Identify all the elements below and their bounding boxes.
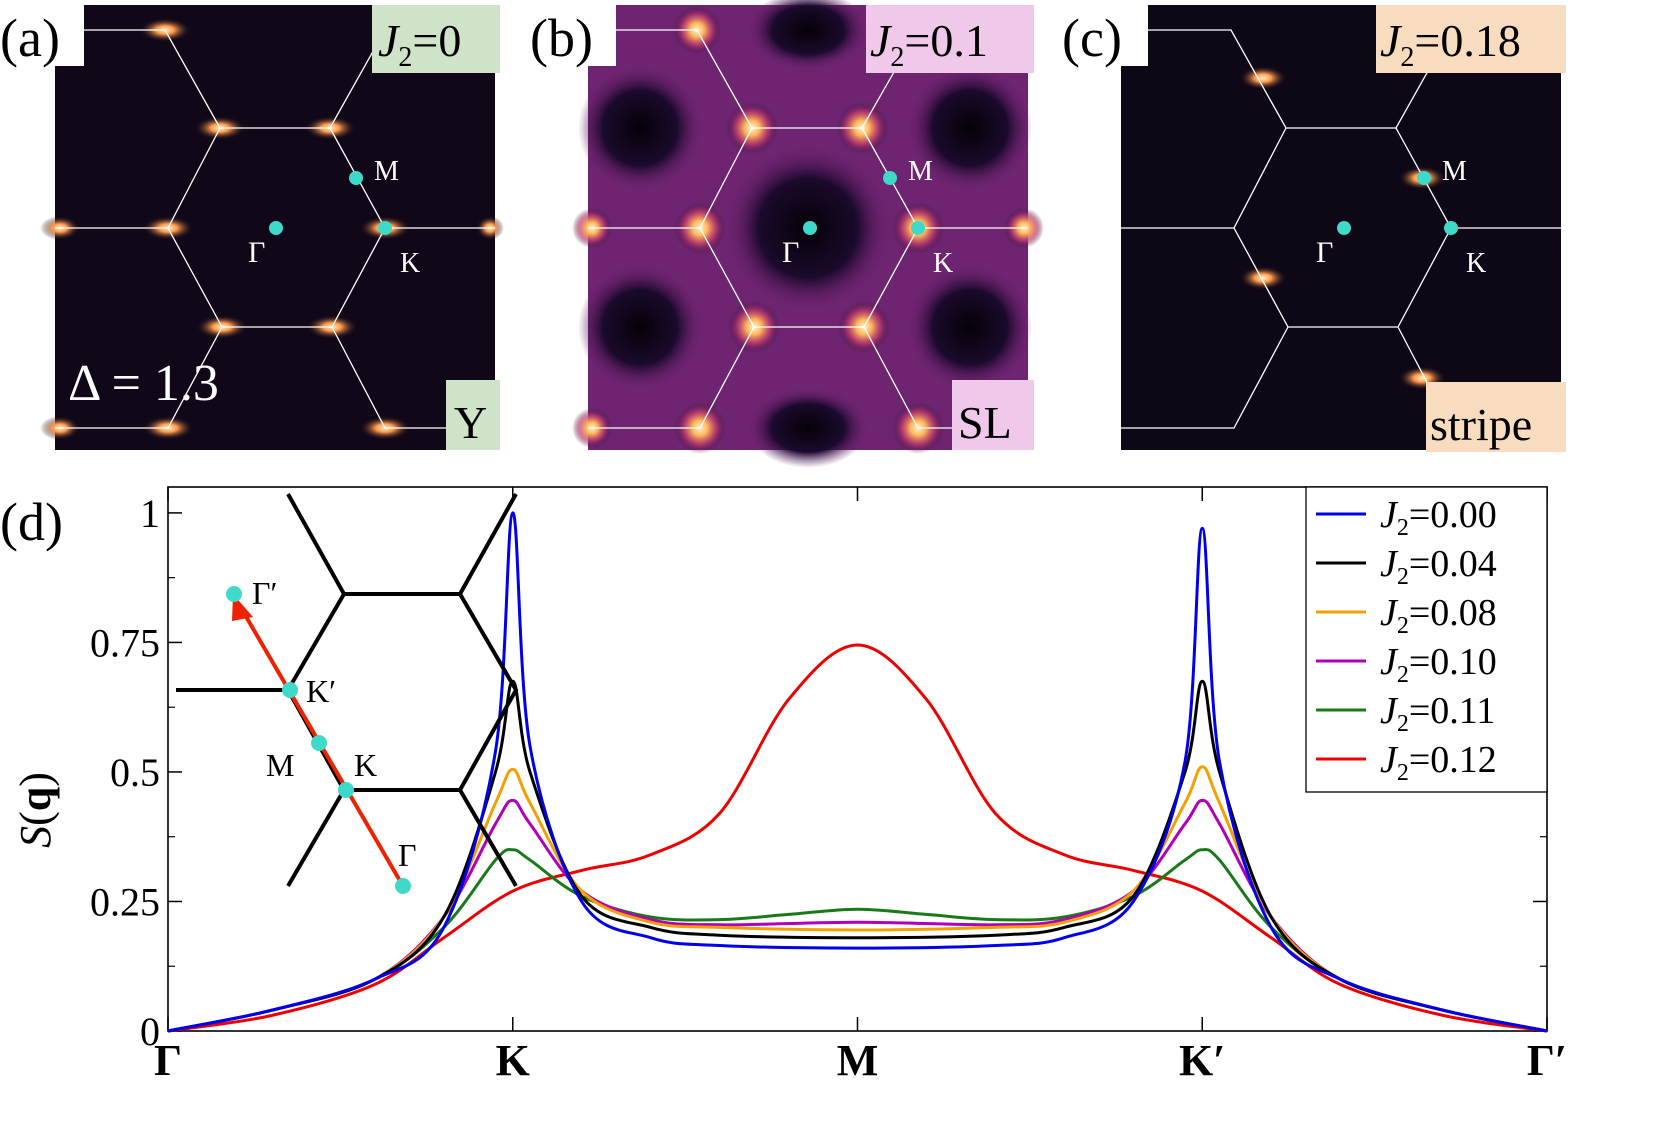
- series-line-j2-0-12: [167, 643, 1548, 1033]
- inset-k-prime-point: [282, 682, 298, 698]
- m-point-b: [883, 171, 897, 185]
- j2-value-a: J2=0: [378, 15, 461, 73]
- inset-k-label: K: [354, 747, 377, 783]
- series-line-j2-0-08: [167, 765, 1548, 1033]
- legend-entry: J2=0.08: [1380, 592, 1497, 639]
- j2-tag-a: [372, 5, 500, 73]
- k-label-a: K: [400, 248, 420, 279]
- inset-k-prime-label: K′: [306, 673, 336, 709]
- k-point-c: [1444, 221, 1458, 235]
- gamma-label-c: Γ: [1316, 236, 1333, 269]
- series-line-j2-0-00: [167, 511, 1548, 1033]
- y-tick-label: 0: [140, 1009, 160, 1054]
- j2-tag-c: [1376, 5, 1566, 73]
- panel-label-a: (a): [0, 8, 60, 68]
- inset-gamma-prime-point: [226, 586, 242, 602]
- panel-d: (d) S(q) 0 0.25 0.5 0.75 1 Γ K M K′ Γ′ Γ′ K′ M K: [0, 486, 1567, 1085]
- legend-entry: J2=0.12: [1380, 739, 1497, 786]
- k-point-a: [378, 221, 392, 235]
- y-tick-label: 1: [140, 491, 160, 536]
- legend-entry: J2=0.11: [1380, 690, 1495, 737]
- inset-m-label: M: [266, 747, 294, 783]
- y-tick-label: 0.5: [110, 750, 160, 795]
- k-label-c: K: [1466, 248, 1486, 279]
- gamma-point-a: [269, 221, 283, 235]
- phase-label-a: Y: [454, 397, 487, 448]
- k-label-b: K: [933, 248, 953, 279]
- k-point-b: [911, 221, 925, 235]
- panel-a: Γ M K Δ = 1.3 J2=0 Y (a): [0, 0, 504, 450]
- series-lines: [167, 511, 1548, 1033]
- y-ticks: 0 0.25 0.5 0.75 1: [90, 491, 1547, 1054]
- gamma-point-b: [803, 221, 817, 235]
- legend-entry: J2=0.10: [1380, 641, 1497, 688]
- legend-entry: J2=0.00: [1380, 494, 1497, 541]
- m-point-c: [1417, 171, 1431, 185]
- x-tick-label: K: [496, 1036, 530, 1085]
- x-tick-label: M: [837, 1036, 879, 1085]
- panel-label-c: (c): [1062, 8, 1122, 68]
- gamma-label-a: Γ: [248, 236, 265, 269]
- phase-label-b: SL: [958, 397, 1012, 448]
- inset-gamma-point: [395, 878, 411, 894]
- phase-tag-b: [952, 380, 1034, 450]
- m-label-a: M: [374, 156, 399, 187]
- m-label-c: M: [1442, 156, 1467, 187]
- series-line-j2-0-11: [167, 847, 1548, 1033]
- panel-label-d: (d): [0, 492, 63, 552]
- phase-tag-c: [1426, 382, 1566, 452]
- panel-b: Γ M K J2=0.1 SL (b): [530, 0, 1044, 468]
- m-point-a: [349, 171, 363, 185]
- heatmap-c-spots: [1239, 66, 1446, 390]
- legend-box: [1305, 486, 1548, 793]
- x-ticks: Γ K M K′ Γ′: [154, 487, 1567, 1085]
- j2-tag-b: [866, 5, 1034, 73]
- inset-gamma-prime-label: Γ′: [252, 575, 278, 611]
- legend-entry: J2=0.04: [1380, 543, 1497, 590]
- legend: J2=0.00J2=0.04J2=0.08J2=0.10J2=0.11J2=0.…: [1316, 494, 1497, 786]
- j2-value-b: J2=0.1: [870, 15, 988, 73]
- inset-hexagons: [176, 493, 519, 888]
- panel-label-b: (b): [530, 8, 593, 68]
- phase-tag-a: [446, 380, 500, 450]
- phase-label-c: stripe: [1430, 399, 1532, 450]
- x-tick-label: Γ′: [1527, 1036, 1567, 1085]
- delta-label: Δ = 1.3: [68, 355, 219, 412]
- inset-gamma-label: Γ: [398, 837, 417, 873]
- y-tick-label: 0.25: [90, 879, 160, 924]
- gamma-label-b: Γ: [782, 236, 799, 269]
- x-tick-label: K′: [1179, 1036, 1226, 1085]
- y-tick-label: 0.75: [90, 620, 160, 665]
- inset-k-point: [338, 782, 354, 798]
- series-line-j2-0-04: [167, 679, 1548, 1033]
- m-label-b: M: [908, 156, 933, 187]
- y-axis-label: S(q): [11, 772, 60, 848]
- panel-c: Γ M K J2=0.18 stripe (c): [1062, 0, 1566, 452]
- x-tick-label: Γ: [154, 1036, 182, 1085]
- inset-m-point: [311, 735, 327, 751]
- heatmap-a-spots: [40, 18, 504, 440]
- gamma-point-c: [1337, 221, 1351, 235]
- j2-value-c: J2=0.18: [1380, 15, 1521, 73]
- inset-diagram: Γ′ K′ M K Γ: [176, 493, 519, 894]
